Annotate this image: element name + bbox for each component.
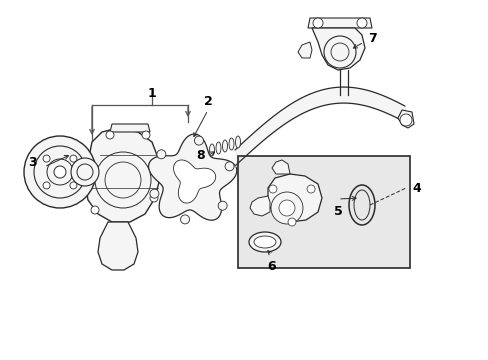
Polygon shape: [173, 160, 215, 203]
Circle shape: [34, 146, 86, 198]
Polygon shape: [271, 160, 289, 174]
Circle shape: [180, 215, 189, 224]
Polygon shape: [397, 110, 413, 128]
Circle shape: [43, 182, 50, 189]
Polygon shape: [311, 28, 364, 70]
Text: 4: 4: [411, 181, 420, 194]
Circle shape: [47, 159, 73, 185]
Circle shape: [224, 162, 234, 171]
Circle shape: [106, 131, 114, 139]
Circle shape: [24, 136, 96, 208]
Ellipse shape: [235, 136, 240, 148]
Circle shape: [270, 192, 303, 224]
Circle shape: [150, 189, 159, 198]
Circle shape: [356, 18, 366, 28]
Text: 5: 5: [333, 205, 342, 218]
Bar: [238, 156, 409, 268]
Circle shape: [306, 185, 314, 193]
Circle shape: [312, 18, 323, 28]
Circle shape: [95, 152, 151, 208]
Circle shape: [150, 194, 158, 202]
Polygon shape: [307, 18, 371, 28]
Circle shape: [287, 218, 295, 226]
Ellipse shape: [253, 236, 275, 248]
Polygon shape: [98, 222, 138, 270]
Circle shape: [279, 200, 294, 216]
Text: 1: 1: [147, 87, 156, 100]
Circle shape: [70, 182, 77, 189]
Circle shape: [142, 131, 150, 139]
Polygon shape: [148, 134, 236, 220]
Circle shape: [399, 114, 411, 126]
Text: 3: 3: [28, 156, 36, 168]
Polygon shape: [297, 42, 311, 58]
Polygon shape: [249, 196, 269, 216]
Text: 2: 2: [203, 95, 212, 108]
Circle shape: [218, 201, 227, 210]
Text: 7: 7: [367, 31, 376, 45]
Circle shape: [105, 162, 141, 198]
Text: 8: 8: [196, 149, 204, 162]
Polygon shape: [85, 128, 160, 222]
Ellipse shape: [222, 140, 227, 152]
Circle shape: [70, 155, 77, 162]
Polygon shape: [110, 124, 150, 132]
Text: 6: 6: [267, 260, 276, 273]
Circle shape: [330, 43, 348, 61]
Circle shape: [194, 136, 203, 145]
Circle shape: [157, 150, 165, 159]
Ellipse shape: [228, 138, 234, 150]
Circle shape: [91, 206, 99, 214]
Circle shape: [43, 155, 50, 162]
Circle shape: [54, 166, 66, 178]
Ellipse shape: [216, 142, 221, 154]
Ellipse shape: [248, 232, 281, 252]
Circle shape: [77, 164, 93, 180]
Circle shape: [268, 185, 276, 193]
Polygon shape: [267, 174, 321, 222]
Ellipse shape: [209, 144, 214, 156]
Circle shape: [71, 158, 99, 186]
Circle shape: [324, 36, 355, 68]
